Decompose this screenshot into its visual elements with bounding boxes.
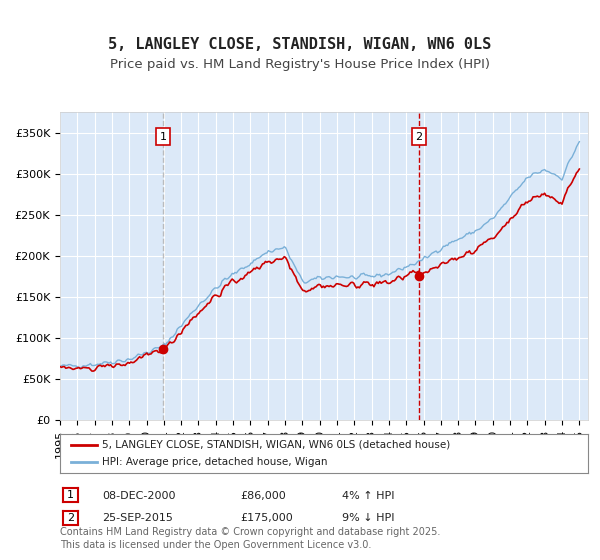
Text: 2: 2	[415, 132, 422, 142]
Text: HPI: Average price, detached house, Wigan: HPI: Average price, detached house, Wiga…	[102, 457, 328, 467]
Text: 4% ↑ HPI: 4% ↑ HPI	[342, 491, 395, 501]
Text: 1: 1	[160, 132, 166, 142]
Text: 08-DEC-2000: 08-DEC-2000	[102, 491, 176, 501]
Text: £175,000: £175,000	[240, 513, 293, 523]
Text: 1: 1	[67, 491, 74, 500]
Text: 9% ↓ HPI: 9% ↓ HPI	[342, 513, 395, 523]
Text: £86,000: £86,000	[240, 491, 286, 501]
Text: Contains HM Land Registry data © Crown copyright and database right 2025.
This d: Contains HM Land Registry data © Crown c…	[60, 527, 440, 550]
Text: 25-SEP-2015: 25-SEP-2015	[102, 513, 173, 523]
Text: 5, LANGLEY CLOSE, STANDISH, WIGAN, WN6 0LS (detached house): 5, LANGLEY CLOSE, STANDISH, WIGAN, WN6 0…	[102, 440, 451, 450]
Text: 2: 2	[67, 513, 74, 522]
Text: Price paid vs. HM Land Registry's House Price Index (HPI): Price paid vs. HM Land Registry's House …	[110, 58, 490, 71]
Text: 5, LANGLEY CLOSE, STANDISH, WIGAN, WN6 0LS: 5, LANGLEY CLOSE, STANDISH, WIGAN, WN6 0…	[109, 38, 491, 52]
